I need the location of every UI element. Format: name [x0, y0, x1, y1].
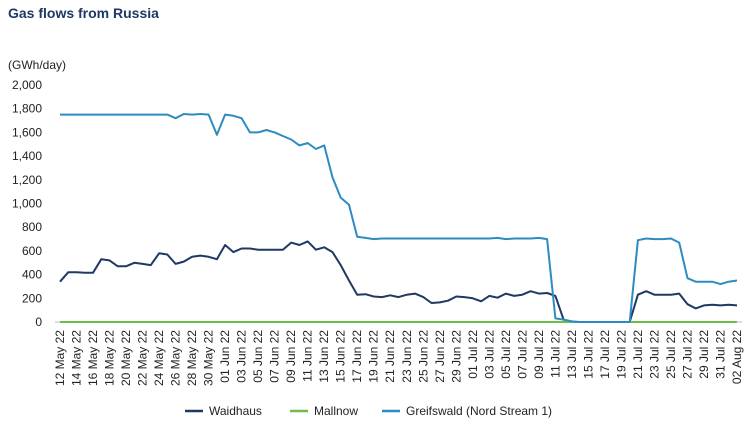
y-tick-label: 0	[35, 315, 42, 329]
x-tick-label: 16 May 22	[86, 330, 100, 386]
x-tick-label: 27 Jun 22	[433, 330, 447, 383]
x-tick-label: 03 Jun 22	[235, 330, 249, 383]
x-tick-label: 14 May 22	[70, 330, 84, 386]
legend-item: Greifswald (Nord Stream 1)	[382, 404, 552, 418]
x-tick-label: 21 Jun 22	[383, 330, 397, 383]
x-tick-label: 25 Jul 22	[664, 330, 678, 379]
x-tick-label: 21 Jul 22	[631, 330, 645, 379]
x-tick-label: 19 Jul 22	[614, 330, 628, 379]
x-tick-label: 05 Jun 22	[251, 330, 265, 383]
x-tick-label: 23 Jun 22	[400, 330, 414, 383]
y-tick-label: 800	[22, 220, 42, 234]
x-tick-label: 29 Jul 22	[697, 330, 711, 379]
x-tick-label: 09 Jul 22	[532, 330, 546, 379]
legend-label: Greifswald (Nord Stream 1)	[406, 404, 552, 418]
y-tick-label: 600	[22, 244, 42, 258]
x-tick-label: 18 May 22	[103, 330, 117, 386]
x-tick-label: 29 Jun 22	[449, 330, 463, 383]
legend-label: Mallnow	[314, 404, 358, 418]
x-tick-label: 11 Jun 22	[301, 330, 315, 382]
x-tick-label: 30 May 22	[202, 330, 216, 386]
series-line	[59, 240, 738, 323]
x-tick-label: 13 Jul 22	[565, 330, 579, 379]
series-line	[60, 113, 738, 323]
legend-item: Waidhaus	[185, 404, 262, 418]
x-tick-label: 03 Jul 22	[482, 330, 496, 379]
x-tick-label: 19 Jun 22	[367, 330, 381, 383]
x-tick-label: 09 Jun 22	[284, 330, 298, 383]
x-tick-label: 01 Jun 22	[218, 330, 232, 383]
x-tick-label: 23 Jul 22	[647, 330, 661, 379]
x-tick-label: 07 Jun 22	[268, 330, 282, 383]
x-tick-label: 27 Jul 22	[680, 330, 694, 379]
y-tick-label: 1,400	[12, 149, 42, 163]
y-tick-label: 1,600	[12, 125, 42, 139]
x-tick-label: 17 Jun 22	[350, 330, 364, 383]
y-tick-label: 1,200	[12, 173, 42, 187]
x-tick-label: 15 Jun 22	[334, 330, 348, 383]
legend-label: Waidhaus	[209, 404, 262, 418]
x-tick-label: 15 Jul 22	[581, 330, 595, 379]
x-tick-label: 20 May 22	[119, 330, 133, 386]
x-tick-label: 01 Jul 22	[466, 330, 480, 379]
y-tick-label: 200	[22, 291, 42, 305]
y-tick-label: 1,800	[12, 102, 42, 116]
y-tick-label: 1,000	[12, 197, 42, 211]
x-tick-label: 02 Aug 22	[730, 330, 744, 384]
y-tick-label: 400	[22, 268, 42, 282]
x-tick-label: 13 Jun 22	[317, 330, 331, 383]
chart-title: Gas flows from Russia	[8, 5, 159, 21]
x-tick-label: 07 Jul 22	[515, 330, 529, 379]
y-axis-label: (GWh/day)	[8, 58, 66, 72]
x-tick-label: 12 May 22	[53, 330, 67, 386]
x-tick-label: 31 Jul 22	[713, 330, 727, 379]
legend-item: Mallnow	[290, 404, 358, 418]
x-tick-label: 25 Jun 22	[416, 330, 430, 383]
x-tick-label: 26 May 22	[169, 330, 183, 386]
x-tick-label: 05 Jul 22	[499, 330, 513, 379]
x-tick-label: 22 May 22	[136, 330, 150, 386]
x-tick-label: 28 May 22	[185, 330, 199, 386]
x-tick-label: 17 Jul 22	[598, 330, 612, 379]
y-tick-label: 2,000	[12, 78, 42, 92]
x-tick-label: 11 Jul 22	[548, 330, 562, 378]
x-tick-label: 24 May 22	[152, 330, 166, 386]
